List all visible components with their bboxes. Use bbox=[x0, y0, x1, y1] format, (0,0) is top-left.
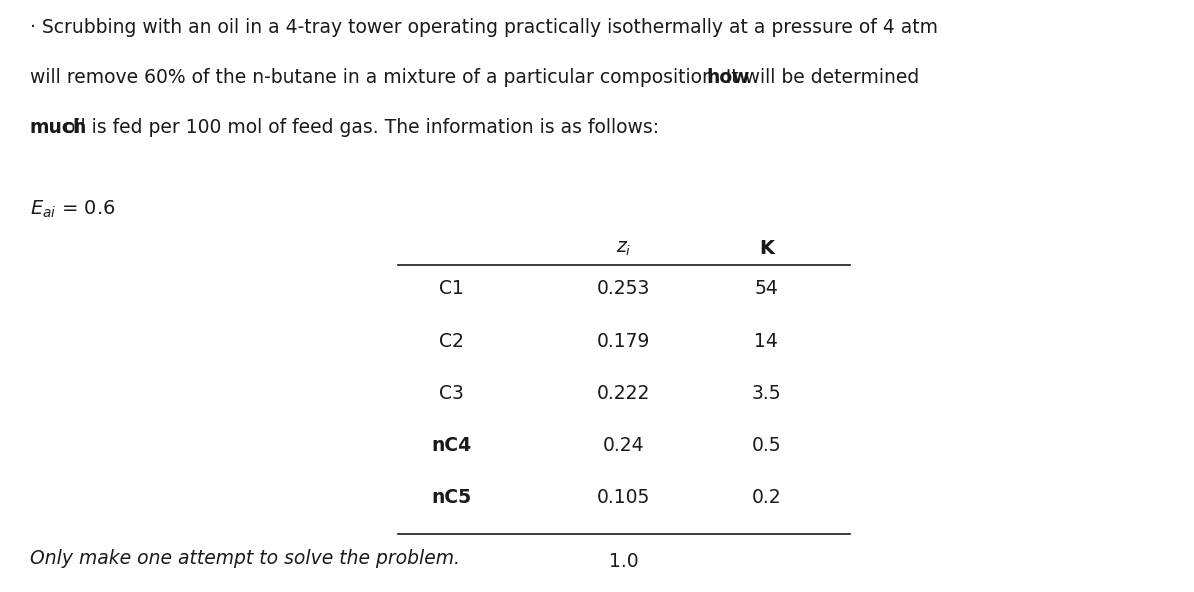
Text: C3: C3 bbox=[439, 384, 464, 403]
Text: Only make one attempt to solve the problem.: Only make one attempt to solve the probl… bbox=[30, 549, 460, 568]
Text: $z_i$: $z_i$ bbox=[616, 239, 632, 258]
Text: K: K bbox=[759, 239, 774, 258]
Text: 14: 14 bbox=[755, 332, 778, 350]
Text: 0.179: 0.179 bbox=[597, 332, 651, 350]
Text: C1: C1 bbox=[439, 279, 464, 298]
Text: 1.0: 1.0 bbox=[609, 552, 639, 571]
Text: 3.5: 3.5 bbox=[751, 384, 781, 403]
Text: $E_{ai}$ = 0.6: $E_{ai}$ = 0.6 bbox=[30, 198, 115, 220]
Text: 0.222: 0.222 bbox=[597, 384, 651, 403]
Text: 0.24: 0.24 bbox=[603, 436, 645, 455]
Text: how: how bbox=[706, 68, 750, 87]
Text: much: much bbox=[30, 118, 87, 137]
Text: 0.5: 0.5 bbox=[751, 436, 781, 455]
Text: 0.2: 0.2 bbox=[751, 488, 781, 507]
Text: oil is fed per 100 mol of feed gas. The information is as follows:: oil is fed per 100 mol of feed gas. The … bbox=[57, 118, 659, 137]
Text: nC5: nC5 bbox=[431, 488, 472, 507]
Text: 0.253: 0.253 bbox=[597, 279, 651, 298]
Text: nC4: nC4 bbox=[431, 436, 472, 455]
Text: 54: 54 bbox=[755, 279, 778, 298]
Text: C2: C2 bbox=[439, 332, 464, 350]
Text: will remove 60% of the n-butane in a mixture of a particular composition. It wil: will remove 60% of the n-butane in a mix… bbox=[30, 68, 925, 87]
Text: 0.105: 0.105 bbox=[597, 488, 651, 507]
Text: · Scrubbing with an oil in a 4-tray tower operating practically isothermally at : · Scrubbing with an oil in a 4-tray towe… bbox=[30, 18, 937, 37]
